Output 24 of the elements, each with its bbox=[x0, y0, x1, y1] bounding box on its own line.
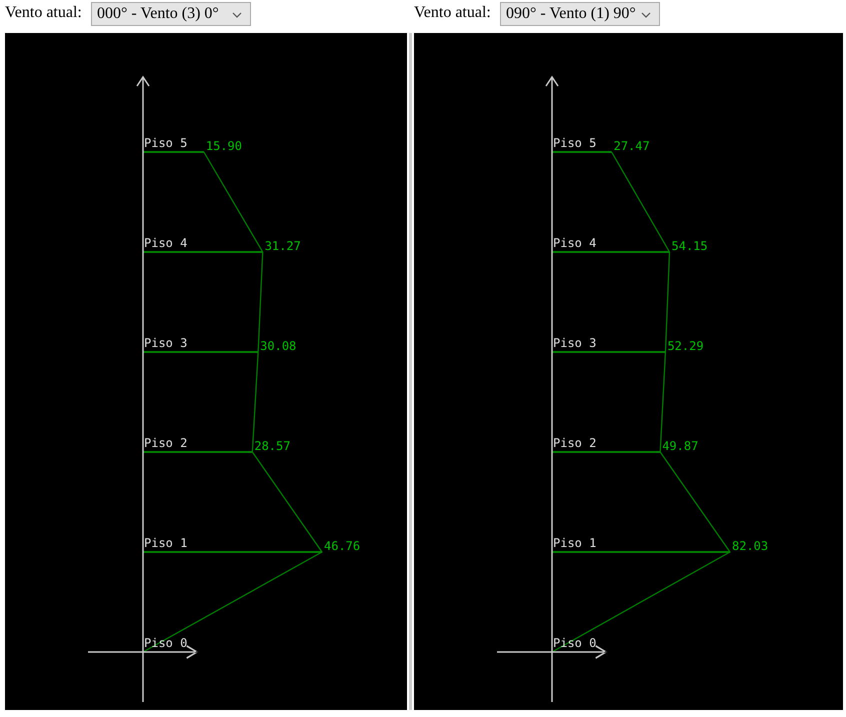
y-tick-label: Piso 5 bbox=[144, 136, 188, 150]
y-tick-label: Piso 2 bbox=[144, 436, 188, 450]
chart-title: Vento atual: bbox=[414, 4, 491, 22]
data-label: 31.27 bbox=[264, 239, 301, 253]
data-label: 30.08 bbox=[260, 339, 296, 353]
data-label: 46.76 bbox=[324, 539, 360, 553]
y-tick-label: Piso 3 bbox=[553, 336, 596, 350]
data-label: 82.03 bbox=[732, 539, 768, 553]
y-tick-label: Piso 1 bbox=[144, 536, 188, 550]
y-tick-label: Piso 4 bbox=[144, 236, 188, 250]
y-tick-label: Piso 2 bbox=[553, 436, 596, 450]
y-tick-label: Piso 4 bbox=[553, 236, 596, 250]
data-label: 54.15 bbox=[672, 239, 708, 253]
y-tick-label: Piso 1 bbox=[553, 536, 596, 550]
chart-subtitle: 000° - Vento (3) 0° bbox=[91, 2, 251, 26]
data-label: 52.29 bbox=[667, 339, 704, 353]
data-label: 28.57 bbox=[254, 439, 290, 453]
chart-subtitle: 090° - Vento (1) 90° bbox=[500, 2, 660, 26]
y-tick-label: Piso 5 bbox=[553, 136, 596, 150]
data-label: 49.87 bbox=[662, 439, 698, 453]
y-tick-label: Piso 3 bbox=[144, 336, 188, 350]
chart-title: Vento atual: bbox=[5, 4, 82, 22]
data-label: 27.47 bbox=[614, 139, 650, 153]
data-label: 15.90 bbox=[206, 139, 242, 153]
